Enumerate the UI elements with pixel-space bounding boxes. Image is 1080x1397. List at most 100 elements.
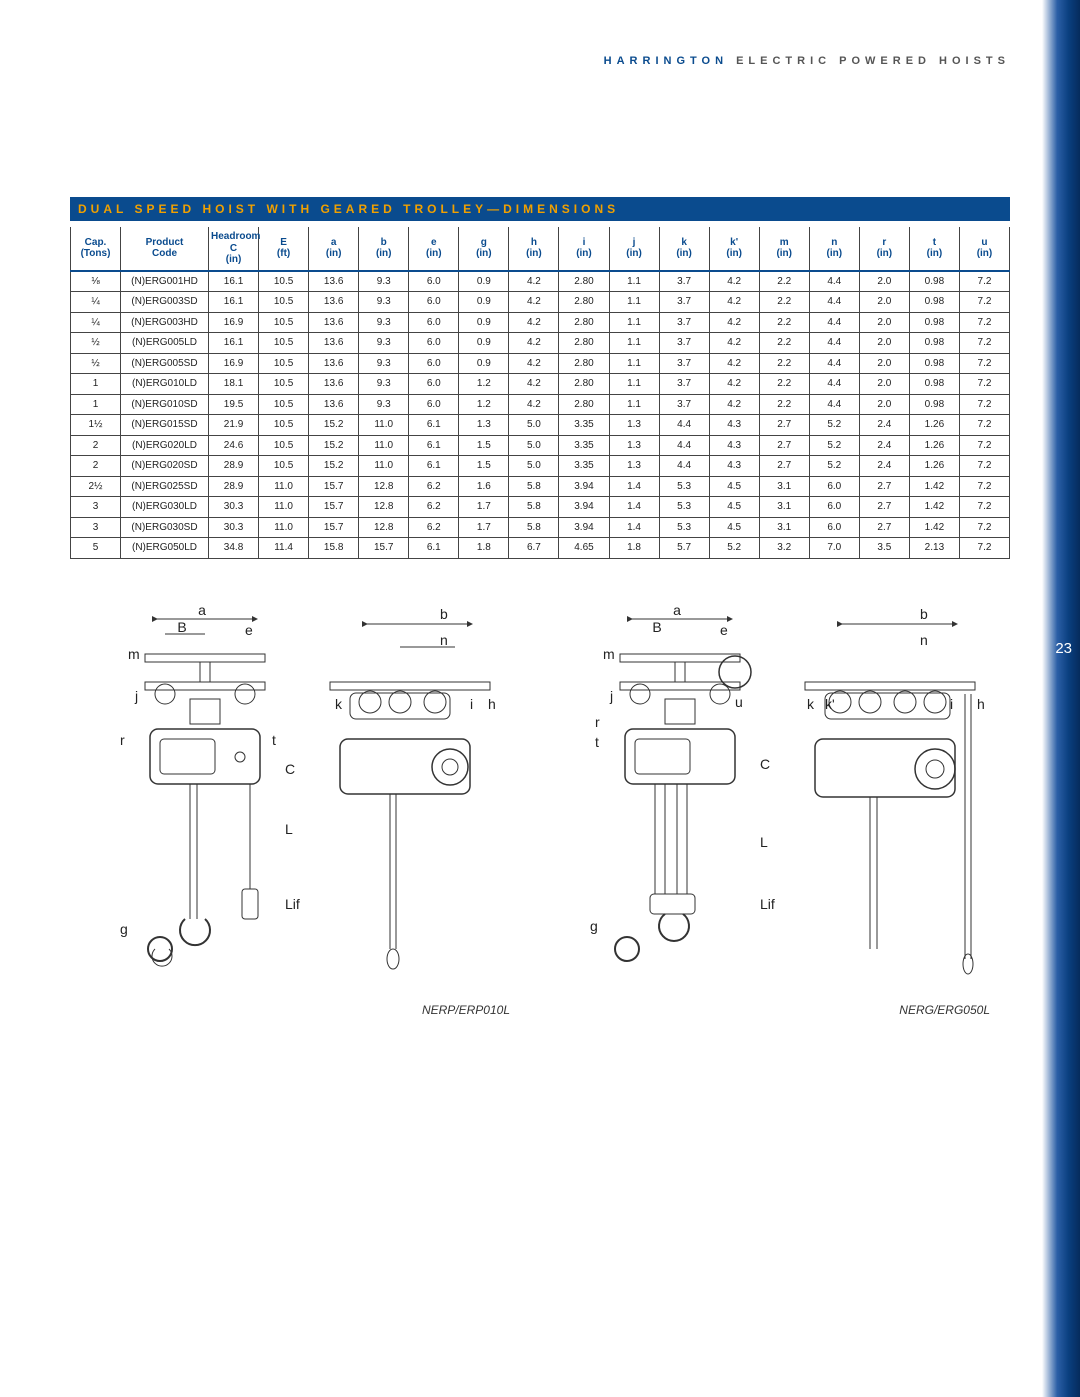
table-cell: 15.7 [309, 476, 359, 497]
table-cell: 0.98 [909, 394, 959, 415]
svg-text:B: B [652, 619, 661, 635]
table-cell: 2.80 [559, 353, 609, 374]
svg-text:Lift: Lift [285, 896, 300, 912]
table-cell: 13.6 [309, 394, 359, 415]
diagram-b-front: a B e m j r t u C E L Lift g [565, 599, 775, 999]
table-cell: 0.98 [909, 374, 959, 395]
table-cell: (N)ERG010SD [121, 394, 209, 415]
table-cell: 15.2 [309, 435, 359, 456]
table-cell: 5.3 [659, 517, 709, 538]
table-cell: 6.2 [409, 517, 459, 538]
table-cell: 18.1 [209, 374, 259, 395]
table-cell: 4.4 [659, 435, 709, 456]
table-cell: 6.0 [409, 333, 459, 354]
table-cell: 4.2 [509, 312, 559, 333]
table-cell: 2.0 [859, 333, 909, 354]
col-header: e(in) [409, 227, 459, 271]
table-cell: 9.3 [359, 394, 409, 415]
table-cell: 7.2 [959, 456, 1009, 477]
table-cell: 5.0 [509, 456, 559, 477]
table-cell: 4.4 [809, 353, 859, 374]
table-cell: 16.1 [209, 271, 259, 292]
diagram-a-side: b n k i h [310, 599, 510, 999]
table-row: 3(N)ERG030SD30.311.015.712.86.21.75.83.9… [71, 517, 1010, 538]
table-cell: 5.3 [659, 476, 709, 497]
table-cell: 1.1 [609, 292, 659, 313]
table-cell: 4.2 [509, 353, 559, 374]
table-row: ¼(N)ERG003HD16.910.513.69.36.00.94.22.80… [71, 312, 1010, 333]
table-cell: 7.2 [959, 374, 1009, 395]
table-cell: (N)ERG015SD [121, 415, 209, 436]
svg-text:Lift: Lift [760, 896, 775, 912]
table-cell: 13.6 [309, 312, 359, 333]
table-cell: 30.3 [209, 517, 259, 538]
svg-text:i: i [470, 696, 473, 712]
table-cell: 2.13 [909, 538, 959, 559]
table-cell: 4.2 [509, 271, 559, 292]
svg-text:b: b [440, 606, 448, 622]
table-cell: 3 [71, 497, 121, 518]
diagram-b-label: NERG/ERG050L [899, 1003, 1010, 1017]
table-cell: 15.7 [309, 497, 359, 518]
table-cell: 0.98 [909, 333, 959, 354]
table-cell: 0.9 [459, 292, 509, 313]
svg-text:u: u [735, 694, 743, 710]
table-cell: 4.5 [709, 517, 759, 538]
table-cell: 4.2 [709, 374, 759, 395]
table-cell: 16.9 [209, 353, 259, 374]
svg-text:g: g [590, 918, 598, 934]
table-cell: 4.3 [709, 435, 759, 456]
diagram-block-a: a B e m j r t C L Lift g [70, 599, 530, 1017]
right-accent-band [1042, 0, 1080, 1397]
table-cell: 13.6 [309, 292, 359, 313]
table-cell: 10.5 [259, 292, 309, 313]
table-cell: 3.2 [759, 538, 809, 559]
table-cell: 6.0 [809, 517, 859, 538]
section-title: DUAL SPEED HOIST WITH GEARED TROLLEY—DIM… [70, 197, 1010, 221]
table-cell: 3.7 [659, 292, 709, 313]
diagram-a-front: a B e m j r t C L Lift g [90, 599, 300, 999]
table-cell: 0.9 [459, 271, 509, 292]
table-cell: 6.0 [409, 394, 459, 415]
table-cell: 2.4 [859, 456, 909, 477]
table-cell: 9.3 [359, 312, 409, 333]
table-cell: 11.0 [359, 435, 409, 456]
table-cell: 9.3 [359, 333, 409, 354]
table-cell: 30.3 [209, 497, 259, 518]
table-cell: 1.26 [909, 435, 959, 456]
table-cell: 4.2 [709, 353, 759, 374]
table-cell: 1.26 [909, 415, 959, 436]
table-cell: 12.8 [359, 497, 409, 518]
table-cell: 6.0 [809, 476, 859, 497]
table-cell: 13.6 [309, 333, 359, 354]
table-cell: 9.3 [359, 353, 409, 374]
table-row: ½(N)ERG005SD16.910.513.69.36.00.94.22.80… [71, 353, 1010, 374]
table-cell: 2½ [71, 476, 121, 497]
table-cell: 5.8 [509, 497, 559, 518]
table-cell: 2 [71, 456, 121, 477]
table-cell: 5 [71, 538, 121, 559]
table-cell: 16.9 [209, 312, 259, 333]
table-cell: 1.5 [459, 435, 509, 456]
table-cell: 11.0 [359, 456, 409, 477]
svg-text:t: t [272, 732, 276, 748]
svg-text:C: C [760, 756, 770, 772]
table-cell: 10.5 [259, 353, 309, 374]
table-cell: 4.4 [659, 456, 709, 477]
table-cell: 1.42 [909, 476, 959, 497]
table-cell: 6.2 [409, 476, 459, 497]
table-cell: (N)ERG005SD [121, 353, 209, 374]
table-cell: 0.9 [459, 353, 509, 374]
table-cell: 2.2 [759, 312, 809, 333]
table-cell: 6.0 [409, 312, 459, 333]
table-cell: 1.1 [609, 374, 659, 395]
table-cell: 3.1 [759, 517, 809, 538]
table-cell: 28.9 [209, 456, 259, 477]
table-cell: 3.7 [659, 312, 709, 333]
table-cell: 2 [71, 435, 121, 456]
table-cell: 16.1 [209, 333, 259, 354]
diagram-b-side: b n k k' i h [785, 599, 995, 999]
svg-text:k: k [335, 696, 343, 712]
brand-name: HARRINGTON [604, 55, 728, 67]
table-cell: 2.7 [859, 517, 909, 538]
